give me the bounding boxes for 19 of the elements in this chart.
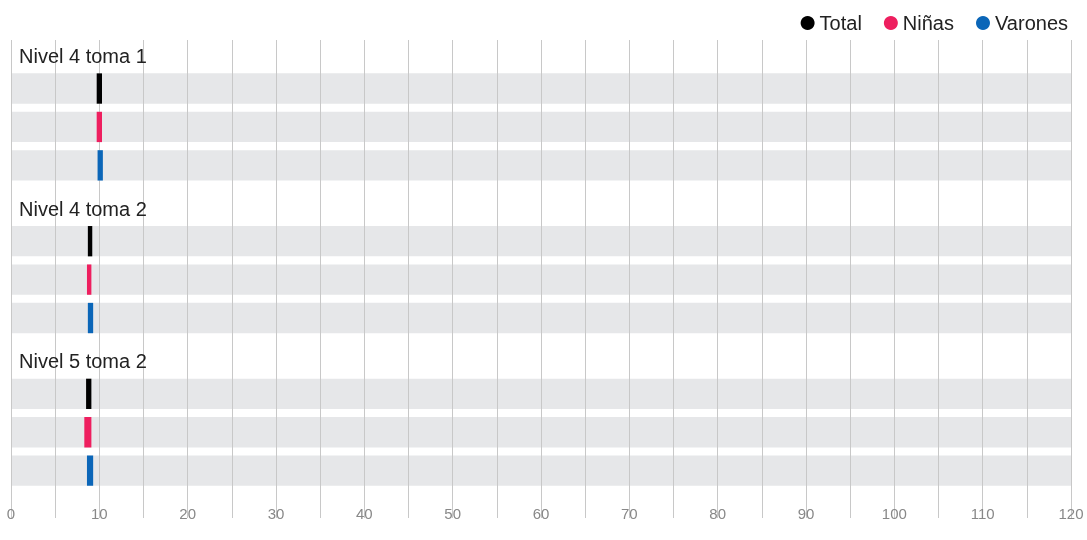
- y-tick-label: Nivel 4 toma 1: [19, 45, 147, 67]
- x-tick-label: 80: [709, 505, 727, 522]
- x-tick-label: 100: [881, 505, 907, 522]
- legend-label: Total: [819, 12, 862, 34]
- x-tick-label: 50: [444, 505, 462, 522]
- x-tick-label: 40: [355, 505, 373, 522]
- x-tick-label: 90: [797, 505, 815, 522]
- x-tick-label: 120: [1058, 505, 1084, 522]
- x-tick-label: 70: [620, 505, 638, 522]
- x-tick-label: 60: [532, 505, 550, 522]
- legend-label: Varones: [994, 12, 1069, 34]
- y-tick-label: Nivel 4 toma 2: [19, 197, 147, 220]
- x-tick-label: 20: [179, 505, 197, 522]
- y-tick-label: Nivel 5 toma 2: [19, 350, 147, 373]
- x-tick-label: 0: [6, 505, 16, 522]
- legend-label: Niñas: [902, 12, 954, 34]
- x-tick-label: 10: [90, 505, 108, 522]
- x-tick-label: 110: [970, 505, 995, 522]
- x-tick-label: 30: [267, 505, 285, 522]
